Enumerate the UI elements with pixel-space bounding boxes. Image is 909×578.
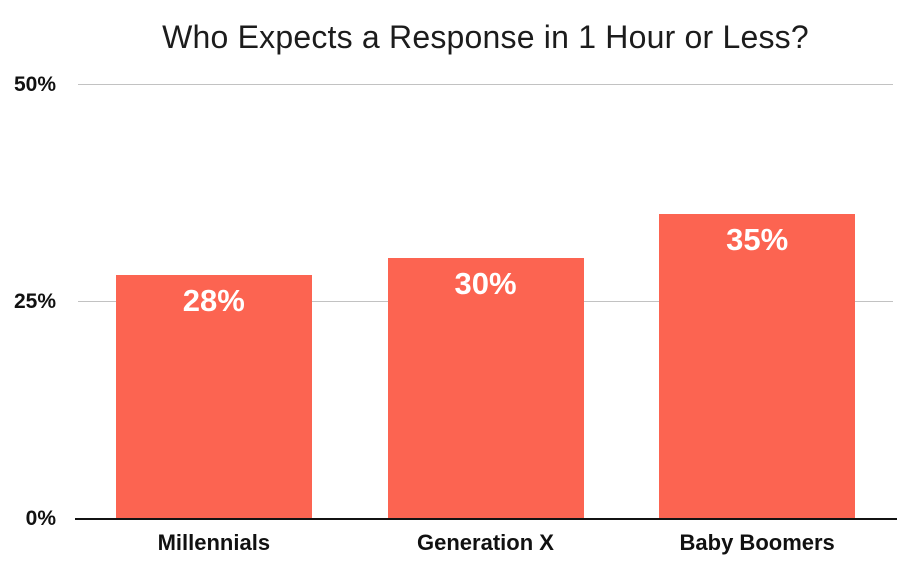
x-category-label-baby-boomers: Baby Boomers xyxy=(679,530,835,555)
bar-millennials: 28% xyxy=(115,274,312,518)
bar-value-label-generation-x: 30% xyxy=(454,265,517,301)
bar-generation-x: 30% xyxy=(387,257,584,518)
y-tick-label-25: 25% xyxy=(13,290,56,313)
x-axis-line xyxy=(75,518,897,520)
chart-title: Who Expects a Response in 1 Hour or Less… xyxy=(162,19,809,55)
bar-value-label-millennials: 28% xyxy=(182,282,245,318)
bar-value-label-baby-boomers: 35% xyxy=(726,222,789,258)
gridline-50 xyxy=(78,84,893,85)
y-tick-label-50: 50% xyxy=(13,73,56,96)
bar-baby-boomers: 35% xyxy=(659,214,856,518)
y-tick-label-0: 0% xyxy=(25,507,56,530)
x-category-label-millennials: Millennials xyxy=(157,530,271,555)
x-category-label-generation-x: Generation X xyxy=(417,530,554,555)
